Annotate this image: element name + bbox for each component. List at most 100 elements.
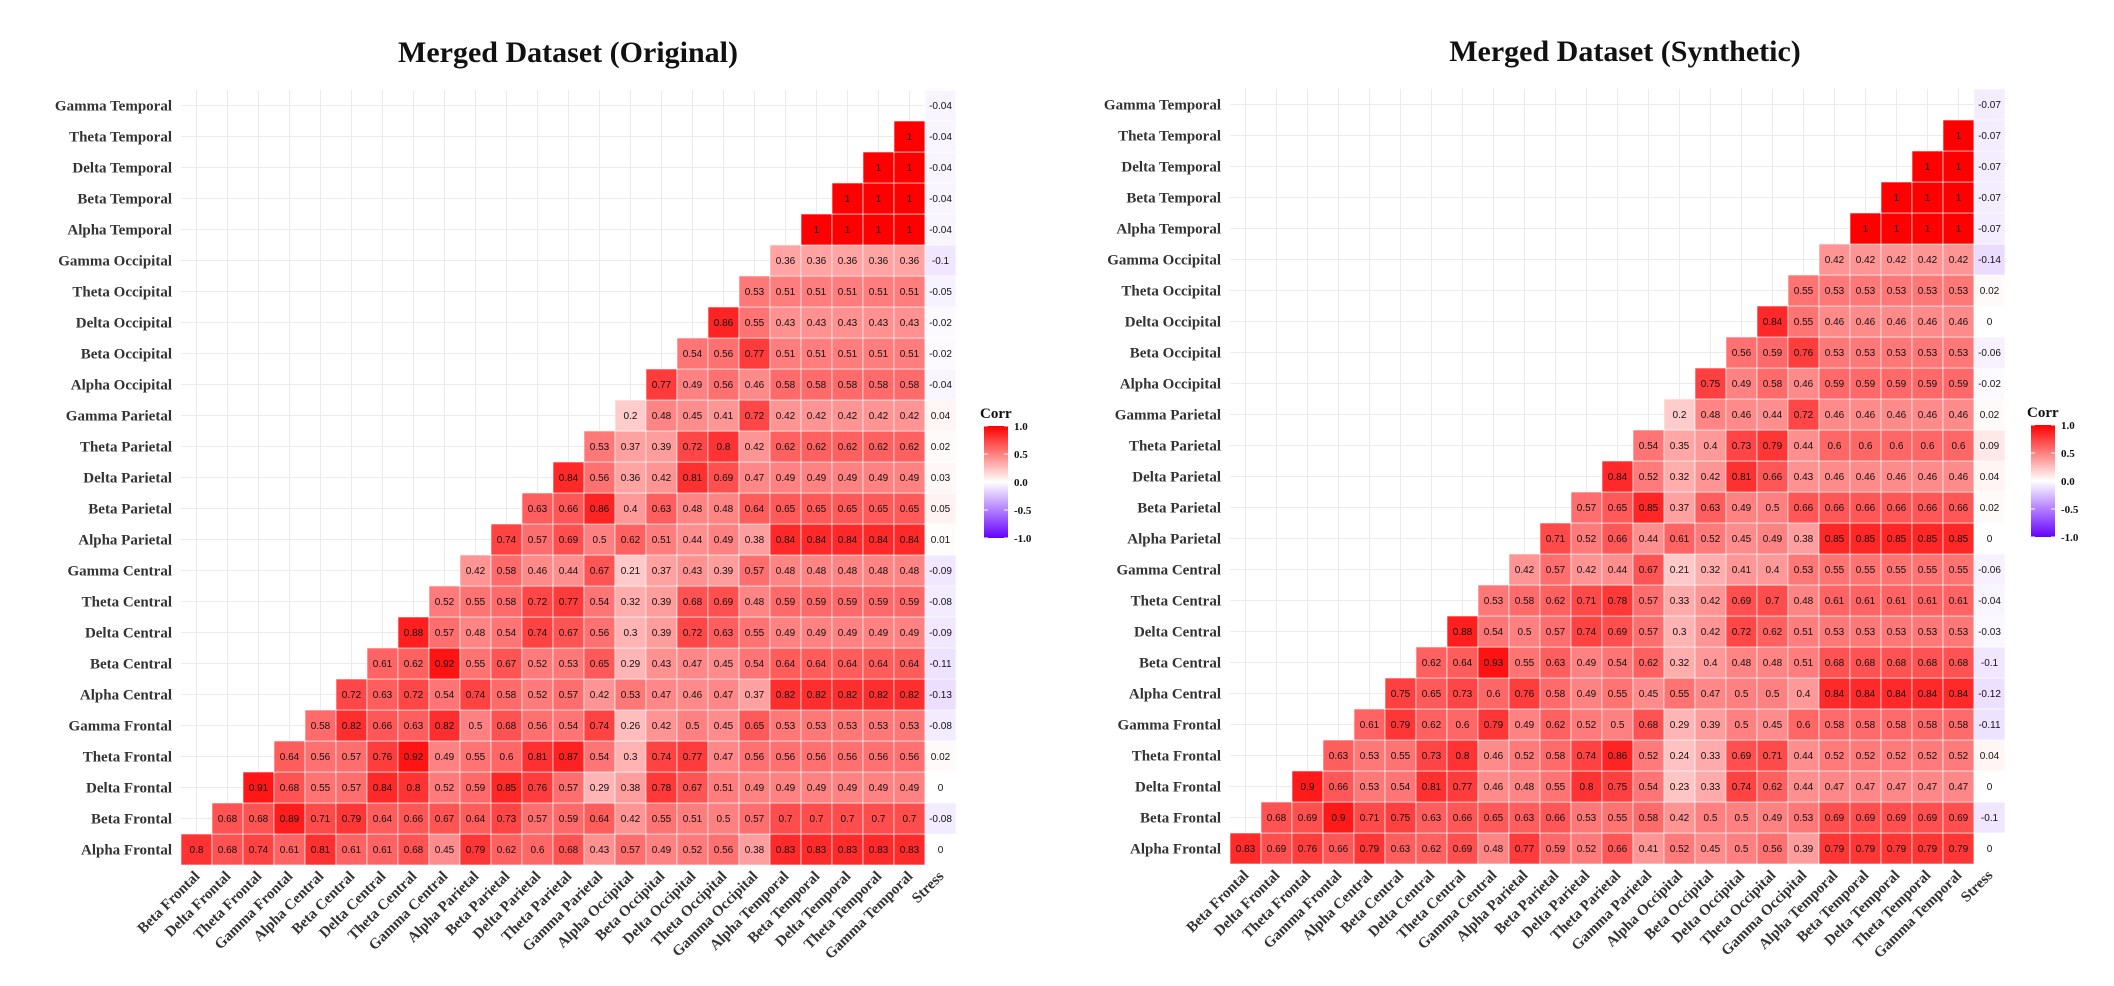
heatmap-cell [862,213,895,246]
heatmap-cell [614,802,647,835]
cell-value-label: 0.49 [776,628,796,639]
row-tick-label: Beta Central [90,657,172,673]
cell-value-label: 0.79 [1887,844,1907,855]
heatmap-cell [1291,770,1324,803]
cell-value-label: 0.66 [1329,844,1349,855]
heatmap-cell [1818,677,1851,710]
cell-value-label: 0.24 [1670,751,1690,762]
heatmap-cell [1911,801,1944,834]
cell-value-label: 0.49 [869,783,889,794]
heatmap-cell [1694,522,1727,555]
cell-value-label: 0.8 [407,783,421,794]
cell-value-label: 0.48 [1732,658,1752,669]
row-tick-label: Delta Temporal [1121,160,1221,176]
original-heatmap-title: Merged Dataset (Original) [398,36,738,69]
heatmap-cell [1663,460,1696,493]
heatmap-cell [1694,491,1727,524]
cell-value-label: 0.51 [869,349,889,360]
heatmap-cell [1756,336,1789,369]
cell-value-label: 0.42 [1825,255,1845,266]
cell-value-label: 0.51 [869,287,889,298]
heatmap-cell [552,709,585,742]
heatmap-cell [1849,832,1882,865]
cell-value-label: 0.74 [1577,751,1597,762]
cell-value-label: 0.56 [311,752,331,763]
cell-value-label: 0.55 [745,318,765,329]
heatmap-cell [1849,305,1882,338]
row-tick-label: Alpha Central [1129,687,1221,703]
heatmap-cell [1694,398,1727,431]
cell-value-label: 0.63 [1329,751,1349,762]
cell-value-label: 0 [1987,844,1993,855]
cell-value-label: 0.53 [1949,286,1969,297]
heatmap-cell [1818,336,1851,369]
cell-value-label: -0.07 [1978,100,2001,111]
cell-value-label: 0.42 [621,814,641,825]
cell-value-label: 0.46 [1825,317,1845,328]
cell-value-label: 0.62 [621,535,641,546]
heatmap-cell [428,740,461,773]
cell-value-label: 0.51 [1794,658,1814,669]
heatmap-cell [1942,181,1975,214]
cell-value-label: 0.44 [1794,441,1814,452]
heatmap-cell [1508,584,1541,617]
cell-value-label: 0.58 [1639,813,1659,824]
heatmap-cell [521,616,554,649]
heatmap-cell [1260,832,1293,865]
heatmap-cell [738,678,771,711]
cell-value-label: 0.74 [1732,782,1752,793]
row-tick-label: Gamma Parietal [66,409,172,425]
heatmap-cell [1384,770,1417,803]
row-tick-label: Delta Temporal [72,161,172,177]
cell-value-label: 0.49 [683,380,703,391]
cell-value-label: 0.59 [559,814,579,825]
cell-value-label: 0.68 [559,845,579,856]
row-tick-label: Theta Occipital [1121,284,1221,300]
cell-value-label: 0.62 [1763,627,1783,638]
cell-value-label: 0.49 [714,535,734,546]
heatmap-cell [1632,708,1665,741]
heatmap-cell [1880,212,1913,245]
cell-value-label: 0.29 [1670,720,1690,731]
cell-value-label: 0.82 [776,690,796,701]
heatmap-cell [924,337,957,370]
column-tick-label: Stress [909,868,947,906]
heatmap-cell [1973,367,2006,400]
heatmap-cell [273,771,306,804]
legend-tick-label: -1.0 [1014,533,1032,545]
heatmap-cell [614,399,647,432]
row-tick-label: Gamma Parietal [1115,408,1221,424]
cell-value-label: 0.42 [1856,255,1876,266]
cell-value-label: 0.49 [900,473,920,484]
cell-value-label: 0.7 [903,814,917,825]
cell-value-label: 0.4 [1704,658,1718,669]
heatmap-cell [1849,522,1882,555]
cell-value-label: 0.85 [497,783,517,794]
heatmap-cell [676,740,709,773]
cell-value-label: 0.74 [466,690,486,701]
cell-value-label: 0.68 [1856,658,1876,669]
heatmap-cell [1570,832,1603,865]
heatmap-cell [1415,801,1448,834]
cell-value-label: 0.5 [1735,813,1749,824]
heatmap-cell [831,306,864,339]
cell-value-label: 0.49 [1577,658,1597,669]
cell-value-label: 0.59 [466,783,486,794]
cell-value-label: 0.82 [807,690,827,701]
cell-value-label: 0.59 [1949,379,1969,390]
heatmap-cell [614,554,647,587]
cell-value-label: 0.48 [714,504,734,515]
heatmap-cell [1694,584,1727,617]
heatmap-cell [707,833,740,866]
cell-value-label: 0.51 [714,783,734,794]
cell-value-label: 0.46 [1949,410,1969,421]
cell-value-label: 0.65 [1608,503,1628,514]
heatmap-cell [1942,522,1975,555]
heatmap-cell [366,771,399,804]
cell-value-label: -0.03 [1978,627,2001,638]
cell-value-label: 0.58 [1918,720,1938,731]
cell-value-label: 0.46 [1949,317,1969,328]
cell-value-label: 0.53 [1484,596,1504,607]
cell-value-label: 0.62 [404,659,424,670]
cell-value-label: 0.36 [869,256,889,267]
